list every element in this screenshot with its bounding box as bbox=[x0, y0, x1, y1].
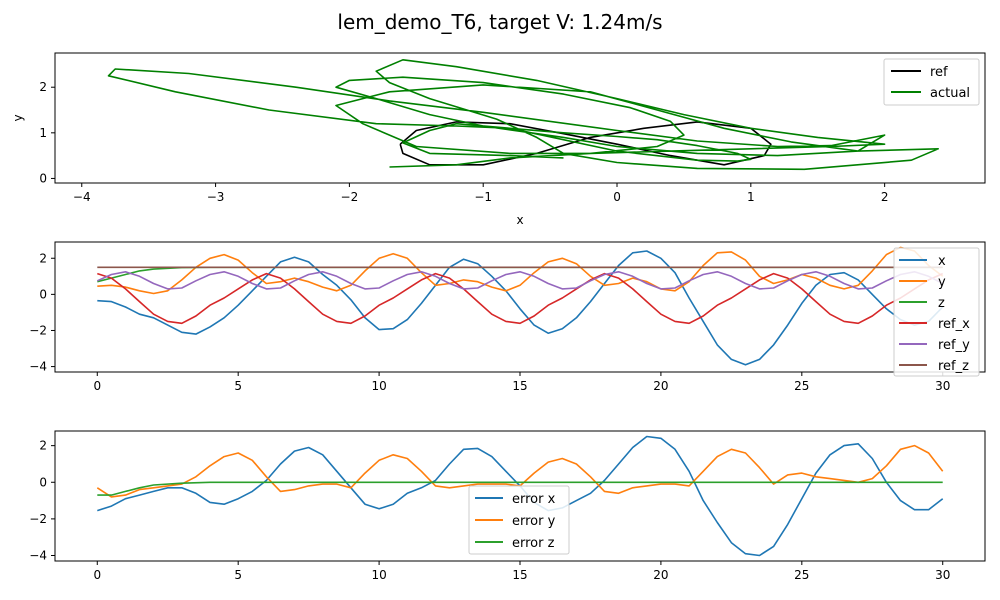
y-tick-label: 2 bbox=[39, 80, 47, 94]
timeseries-legend-box bbox=[893, 247, 980, 377]
series-line-ref bbox=[399, 121, 772, 166]
trajectory-legend: ref actual bbox=[883, 58, 980, 106]
legend-z-label: z bbox=[938, 296, 945, 311]
legend-ref-label: ref bbox=[930, 65, 948, 80]
y-tick-label: −2 bbox=[29, 512, 47, 526]
trajectory-axes: −4 −3 −2 −1 0 1 2 0 1 2 bbox=[39, 80, 888, 204]
series-line-actual bbox=[107, 59, 939, 171]
x-tick-label: 20 bbox=[653, 568, 668, 582]
x-tick-label: 30 bbox=[935, 568, 950, 582]
x-tick-label: 15 bbox=[512, 379, 527, 393]
y-tick-label: 0 bbox=[39, 171, 47, 185]
legend-refz-label: ref_z bbox=[938, 359, 969, 374]
timeseries-plot-area bbox=[54, 241, 986, 373]
x-tick-label: 10 bbox=[371, 568, 386, 582]
x-tick-label: 20 bbox=[653, 379, 668, 393]
x-tick-label: −4 bbox=[73, 190, 91, 204]
trajectory-xlabel: x bbox=[516, 213, 523, 227]
legend-refy-label: ref_y bbox=[938, 338, 970, 353]
series-line-error-z bbox=[97, 481, 943, 496]
legend-erry-label: error y bbox=[512, 514, 556, 529]
x-tick-label: 5 bbox=[234, 568, 242, 582]
y-tick-label: 2 bbox=[39, 439, 47, 453]
y-tick-label: −4 bbox=[29, 549, 47, 563]
legend-actual-label: actual bbox=[930, 86, 970, 101]
x-tick-label: 5 bbox=[234, 379, 242, 393]
x-tick-label: 0 bbox=[93, 379, 101, 393]
x-tick-label: 2 bbox=[881, 190, 889, 204]
series-line-ref-x bbox=[97, 272, 944, 325]
trajectory-series bbox=[107, 59, 939, 171]
x-tick-label: 25 bbox=[794, 379, 809, 393]
timeseries-legend: x y z ref_x ref_y ref_z bbox=[893, 247, 980, 377]
y-tick-label: −2 bbox=[29, 323, 47, 337]
trajectory-chart: −4 −3 −2 −1 0 1 2 0 1 2 x y ref actual bbox=[11, 52, 986, 227]
y-tick-label: 1 bbox=[39, 126, 47, 140]
x-tick-label: 0 bbox=[613, 190, 621, 204]
legend-y-label: y bbox=[938, 275, 946, 290]
trajectory-ylabel: y bbox=[11, 114, 25, 121]
x-tick-label: 10 bbox=[371, 379, 386, 393]
y-tick-label: 0 bbox=[39, 475, 47, 489]
legend-errx-label: error x bbox=[512, 492, 556, 507]
series-line-x bbox=[97, 250, 944, 366]
legend-errz-label: error z bbox=[512, 536, 555, 551]
legend-x-label: x bbox=[938, 254, 946, 269]
x-tick-label: −2 bbox=[341, 190, 359, 204]
x-tick-label: 0 bbox=[93, 568, 101, 582]
y-tick-label: −4 bbox=[29, 360, 47, 374]
figure-title: lem_demo_T6, target V: 1.24m/s bbox=[337, 10, 662, 34]
x-tick-label: −3 bbox=[207, 190, 225, 204]
series-line-ref-y bbox=[96, 271, 944, 290]
x-tick-label: 30 bbox=[935, 379, 950, 393]
error-legend-box bbox=[468, 485, 570, 555]
x-tick-label: 25 bbox=[794, 568, 809, 582]
error-legend: error x error y error z bbox=[468, 485, 570, 555]
timeseries-series bbox=[96, 246, 944, 366]
x-tick-label: 15 bbox=[512, 568, 527, 582]
x-tick-label: −1 bbox=[474, 190, 492, 204]
y-tick-label: 0 bbox=[39, 287, 47, 301]
y-tick-label: 2 bbox=[39, 251, 47, 265]
x-tick-label: 1 bbox=[747, 190, 755, 204]
legend-refx-label: ref_x bbox=[938, 317, 970, 332]
